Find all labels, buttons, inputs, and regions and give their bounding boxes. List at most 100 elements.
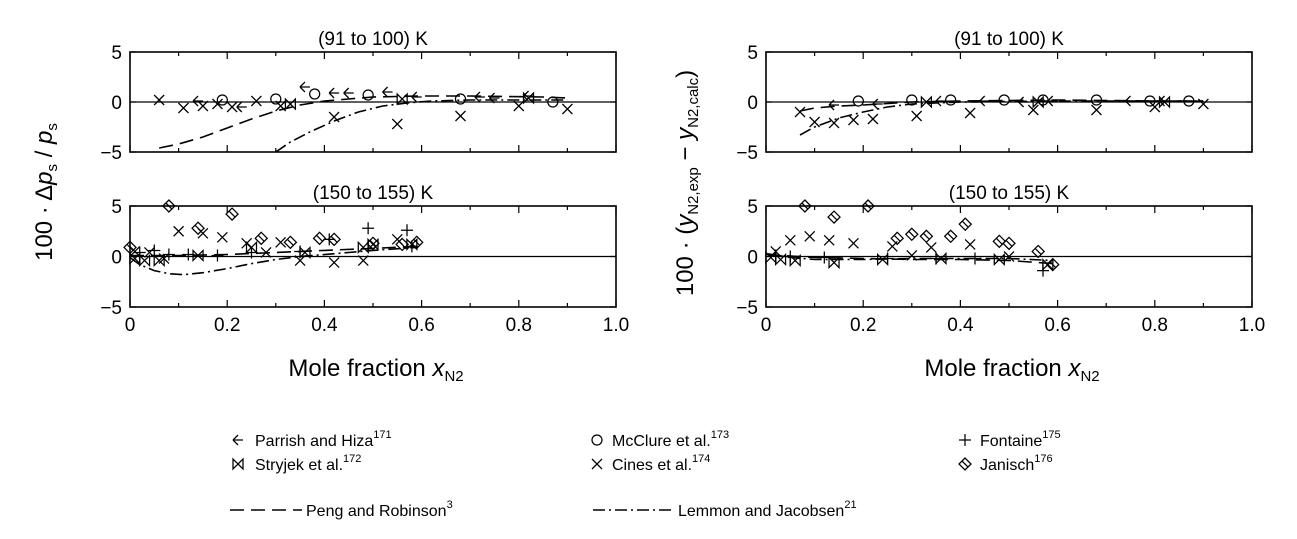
point-stryjek-et-al: [935, 252, 947, 266]
point-cines-et-al: [784, 234, 796, 246]
point-janisch: [1031, 244, 1046, 259]
point-mcclure-et-al: [362, 89, 374, 101]
point-fontaine: [968, 252, 981, 265]
point-cines-et-al: [241, 237, 253, 249]
point-fontaine: [405, 240, 418, 253]
legend-item-stryjek-et-al: Stryjek et al.172: [232, 453, 361, 474]
point-cines-et-al: [455, 110, 466, 122]
point-janisch: [958, 217, 973, 232]
left-ylabel-p2: p: [31, 131, 58, 145]
point-cines-et-al: [275, 236, 287, 248]
curve-lemmon-and-jacobsen: [799, 100, 1204, 136]
point-parrish-and-hiza: [979, 95, 990, 107]
svg-text:100 · Δps / ps: 100 · Δps / ps: [31, 123, 61, 261]
point-janisch: [943, 229, 958, 244]
point-janisch: [919, 229, 934, 244]
point-janisch: [327, 232, 342, 247]
svg-text:100 · (yN2,exp − yN2,calc): 100 · (yN2,exp − yN2,calc): [672, 70, 702, 296]
point-cines-et-al: [925, 241, 937, 253]
legend-marker-stryjek-et-al: [232, 457, 244, 471]
point-cines-et-al: [216, 231, 228, 243]
legend-label: Parrish and Hiza171: [255, 429, 392, 450]
point-janisch: [123, 240, 137, 255]
point-mcclure-et-al: [852, 95, 864, 107]
point-mcclure-et-al: [454, 93, 467, 105]
panel-left-top: (91 to 100) K 5 0 −5: [100, 29, 617, 164]
x-tick-label: 0.6: [1044, 315, 1070, 336]
point-cines-et-al: [294, 255, 306, 266]
left-ylabel-slash: /: [31, 144, 58, 164]
point-janisch: [191, 221, 205, 236]
point-stryjek-et-al: [993, 253, 1005, 267]
point-janisch: [1002, 236, 1016, 251]
left-y-axis-label: 100 · Δps / ps: [31, 123, 61, 261]
point-mcclure-et-al: [309, 88, 321, 100]
point-cines-et-al: [770, 246, 782, 257]
right-ylabel-sub1: N2,exp: [685, 167, 702, 215]
point-mcclure-et-al: [1144, 95, 1156, 107]
point-cines-et-al: [328, 257, 340, 269]
legend-label: Peng and Robinson3: [306, 499, 453, 520]
point-fontaine: [362, 222, 375, 235]
legend-marker-cines-et-al: [591, 458, 603, 470]
point-cines-et-al: [153, 94, 165, 106]
point-stryjek-et-al: [284, 97, 297, 111]
point-parrish-and-hiza: [411, 91, 422, 103]
legend-item-cines-et-al: Cines et al.174: [591, 453, 710, 474]
point-cines-et-al: [212, 98, 223, 110]
point-mcclure-et-al: [1183, 95, 1195, 107]
legend-name: Parrish and Hiza: [255, 433, 373, 450]
point-parrish-and-hiza: [1125, 95, 1136, 107]
curve-peng-and-robinson: [799, 99, 1204, 112]
point-parrish-and-hiza: [828, 99, 840, 111]
point-janisch: [904, 227, 919, 242]
point-cines-et-al: [804, 230, 816, 242]
panel-left-bottom: (150 to 155) K50−50 0.2 0.4 0.6 0.8 1.0: [100, 183, 629, 336]
legend-ref: 172: [343, 453, 361, 465]
legend-item-janisch: Janisch176: [958, 453, 1053, 474]
point-stryjek-et-al: [828, 256, 840, 270]
point-parrish-and-hiza: [382, 86, 393, 98]
legend-ref: 173: [711, 429, 729, 441]
legend-label: Lemmon and Jacobsen21: [678, 499, 857, 520]
curve-peng-and-robinson: [766, 253, 1053, 265]
right-xlabel-x: x: [1067, 355, 1081, 382]
point-parrish-and-hiza: [236, 101, 247, 113]
point-cines-et-al: [260, 247, 272, 258]
right-xlabel-sub: N2: [1080, 368, 1099, 385]
point-stryjek-et-al: [774, 253, 787, 267]
legend-label: Fontaine175: [980, 429, 1061, 450]
left-xlabel-x: x: [431, 355, 445, 382]
left-x-axis-label: Mole fraction xN2: [288, 355, 463, 385]
left-xlabel-sub: N2: [444, 368, 463, 385]
x-tick-label: 0.2: [850, 315, 876, 336]
point-mcclure-et-al: [998, 94, 1010, 106]
right-ylabel-minus: −: [672, 140, 699, 167]
panel-title: (91 to 100) K: [954, 29, 1064, 50]
y-tick-label: 5: [111, 197, 122, 218]
point-cines-et-al: [964, 107, 976, 119]
legend-ref: 174: [692, 453, 710, 465]
point-parrish-and-hiza: [299, 81, 310, 93]
point-stryjek-et-al: [367, 237, 379, 251]
point-cines-et-al: [848, 237, 859, 249]
point-fontaine: [182, 248, 195, 261]
point-mcclure-et-al: [270, 93, 282, 105]
point-cines-et-al: [158, 253, 170, 264]
point-parrish-and-hiza: [1159, 95, 1170, 107]
point-cines-et-al: [794, 106, 806, 118]
point-stryjek-et-al: [1158, 95, 1171, 109]
point-janisch: [861, 199, 875, 213]
point-stryjek-et-al: [789, 254, 801, 268]
point-cines-et-al: [513, 100, 525, 112]
y-tick-label: −5: [100, 143, 122, 164]
legend-ref: 176: [1034, 453, 1052, 465]
legend-name: Peng and Robinson: [306, 503, 447, 520]
y-tick-label: −5: [736, 298, 758, 319]
point-janisch: [366, 236, 380, 251]
legend-item-mcclure-et-al: McClure et al.173: [591, 429, 729, 450]
point-cines-et-al: [391, 118, 403, 130]
point-cines-et-al: [1149, 101, 1161, 113]
legend-marker-mcclure-et-al: [591, 434, 603, 446]
